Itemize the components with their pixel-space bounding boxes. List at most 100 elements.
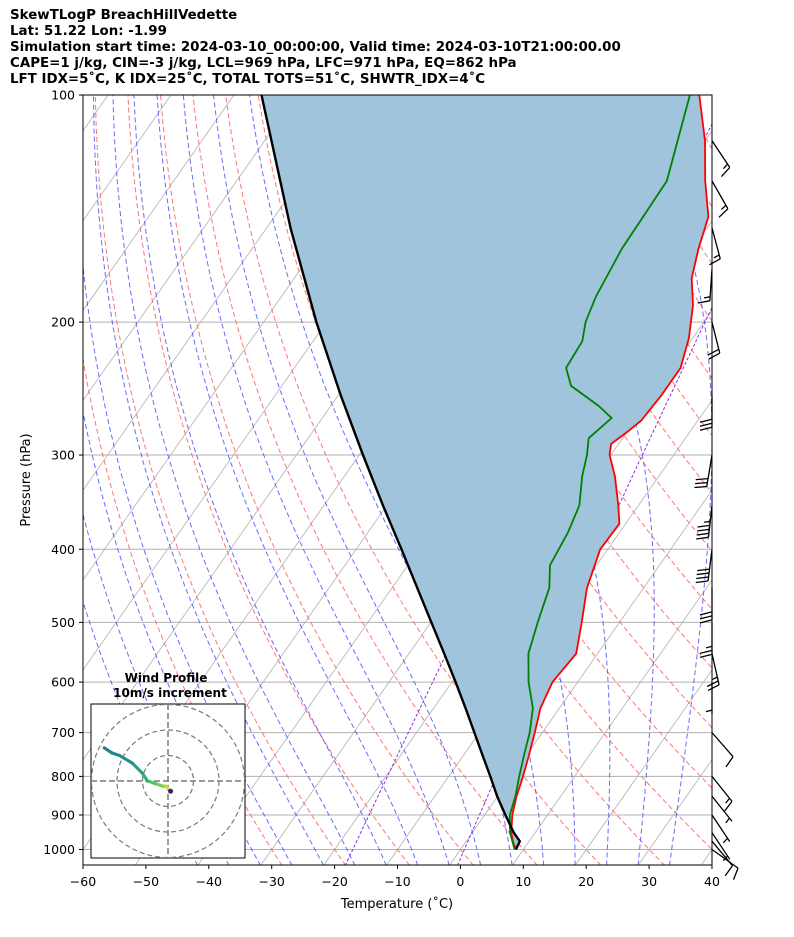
barb-flag xyxy=(708,352,721,360)
moist-adiabat xyxy=(213,95,482,865)
hodograph-segment xyxy=(117,753,134,765)
y-axis-label: Pressure (hPa) xyxy=(19,433,34,526)
wind-barb xyxy=(711,140,731,178)
barb-flag xyxy=(720,166,731,178)
moist-adiabat xyxy=(156,95,419,865)
barb-staff xyxy=(707,549,713,582)
barb-staff xyxy=(711,140,731,168)
barb-half xyxy=(713,254,720,259)
y-tick-label: 500 xyxy=(51,615,75,630)
x-tick-label: −20 xyxy=(321,874,347,889)
barb-staff xyxy=(711,653,720,685)
dewpoint-line xyxy=(508,95,691,850)
dry-adiabat xyxy=(83,356,283,865)
barb-flag xyxy=(696,576,709,580)
dry-adiabat xyxy=(747,95,794,866)
wind-barb xyxy=(705,682,713,715)
barb-flag xyxy=(707,684,720,691)
moist-adiabat xyxy=(112,95,356,865)
isotherm xyxy=(512,579,712,865)
wind-barb xyxy=(711,775,733,812)
barb-flag xyxy=(699,422,713,427)
y-tick-label: 100 xyxy=(51,88,75,103)
dry-adiabat xyxy=(160,95,474,865)
isotherm xyxy=(449,489,712,865)
y-tick-label: 1000 xyxy=(43,842,75,857)
x-tick-label: 0 xyxy=(456,874,464,889)
indices-line-2: LFT IDX=5˚C, K IDX=25˚C, TOTAL TOTS=51˚C… xyxy=(10,72,486,88)
barb-flag xyxy=(706,680,719,688)
barb-flag xyxy=(709,258,721,266)
x-tick-label: −60 xyxy=(70,874,96,889)
x-tick-label: −50 xyxy=(133,874,159,889)
hodograph-segment xyxy=(130,761,145,775)
wind-barb xyxy=(694,454,713,489)
barb-half xyxy=(705,645,713,649)
wind-barb xyxy=(711,814,731,844)
wind-barb xyxy=(699,622,713,659)
barb-half xyxy=(704,520,711,523)
isotherm xyxy=(574,669,712,865)
wind-barb xyxy=(711,840,734,877)
isotherm xyxy=(83,95,298,402)
barb-half xyxy=(711,676,718,681)
barb-staff xyxy=(711,321,721,354)
barb-half xyxy=(720,204,727,211)
dry-adiabat xyxy=(225,95,602,865)
wind-barb xyxy=(706,653,720,691)
barb-half xyxy=(722,163,729,170)
moist-adiabat xyxy=(83,512,230,865)
barb-flag xyxy=(725,756,734,768)
x-tick-label: 30 xyxy=(641,874,657,889)
barb-flag xyxy=(699,653,713,659)
barb-staff xyxy=(711,832,731,860)
moist-adiabat xyxy=(133,95,387,865)
y-tick-label: 200 xyxy=(51,315,75,330)
y-tick-label: 400 xyxy=(51,542,75,557)
barb-half xyxy=(725,797,731,804)
x-tick-label: −10 xyxy=(384,874,410,889)
barb-staff xyxy=(711,180,729,210)
hodograph-subtitle: 10m/s increment xyxy=(113,686,227,700)
hodograph-segment xyxy=(102,746,114,755)
wind-barb xyxy=(709,227,721,266)
barb-half xyxy=(725,817,731,824)
barb-flag xyxy=(724,865,734,877)
hodograph-title: Wind Profile xyxy=(125,671,208,685)
barb-flag xyxy=(732,867,739,880)
moist-adiabat xyxy=(93,95,324,865)
parcel-line xyxy=(260,95,522,851)
chart-header: SkewTLogP BreachHillVedette Lat: 51.22 L… xyxy=(10,8,621,88)
wind-barb xyxy=(711,832,731,862)
wind-barb xyxy=(699,587,713,624)
dry-adiabat xyxy=(192,95,538,865)
dry-adiabat xyxy=(94,95,347,865)
hodograph-inset: Wind Profile 10m/s increment xyxy=(90,671,246,859)
cin-cape-shading xyxy=(261,95,709,850)
location-line: Lat: 51.22 Lon: -1.99 xyxy=(10,24,167,40)
wind-barb xyxy=(696,505,713,540)
barb-flag xyxy=(699,418,713,423)
time-line: Simulation start time: 2024-03-10_00:00:… xyxy=(10,40,621,56)
isotherm xyxy=(83,95,235,312)
x-tick-label: 10 xyxy=(515,874,531,889)
barb-flag xyxy=(699,615,713,620)
barb-staff xyxy=(711,227,721,259)
barb-staff xyxy=(711,814,731,842)
x-tick-label: 40 xyxy=(704,874,720,889)
barb-half xyxy=(703,296,711,299)
barb-flag xyxy=(695,580,709,584)
barb-flag xyxy=(696,536,709,540)
barb-flag xyxy=(697,524,710,528)
barb-flag xyxy=(699,426,713,431)
barb-flag xyxy=(699,619,713,624)
barb-staff xyxy=(711,795,733,822)
y-tick-label: 700 xyxy=(51,725,75,740)
barb-flag xyxy=(697,568,710,572)
temperature-line xyxy=(510,95,710,850)
barb-flag xyxy=(697,528,710,532)
isotherm xyxy=(764,95,794,865)
barb-flag xyxy=(695,478,709,481)
wind-barb xyxy=(697,268,713,304)
